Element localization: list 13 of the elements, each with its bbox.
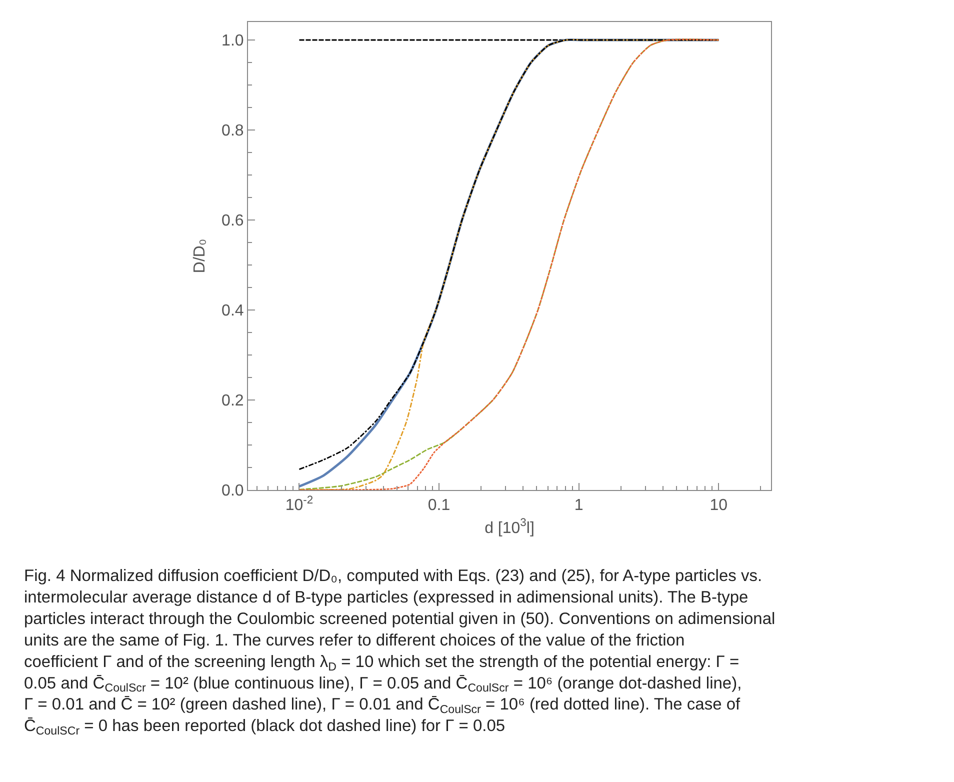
y-tick-label: 0.4	[222, 302, 244, 320]
y-tick-label: 0.8	[222, 122, 244, 140]
text: Fig. 4 Normalized diffusion coefficient D/D₀, computed with Eqs. (23) and (25), for A-type particles vs. intermolecular average distance d of B-type particles (expressed in adimensional units). The B-type particles interact through the Coulombic screened potential given in (50). Conventions on adimensional units are the same of Fig. 1. The curves refer to different choices of the value of the friction coefficient Γ and of the screening length λ$_{D}$ = 10 which set the strength of the potential energy: Γ = 0.05 and C̄$_{CoulScr}$ = 10² (blue continuous line), Γ = 0.05 and C̄$_{CoulScr}$ = 10⁶ (orange dot-dashed line), Γ = 0.01 and C̄ = 10² (green dashed line), Γ = 0.01 and C̄$_{CoulScr}$ = 10⁶ (red dotted line). The case of C̄$_{CoulSCr}$ = 0 has been reported (black dot dashed line) for Γ = 0.05	[24, 567, 776, 738]
x-axis-title: d [10$^{3}$l]	[484, 517, 534, 537]
x-tick-label: 0.1	[428, 497, 450, 514]
y-tick-label: 0.2	[222, 392, 244, 410]
y-tick-label: 1.0	[222, 32, 244, 50]
x-tick-label: 1	[574, 497, 584, 514]
y-axis-title: D/D₀	[191, 238, 208, 274]
y-tick-label: 0.0	[222, 482, 244, 500]
y-tick-label: 0.6	[222, 212, 244, 230]
x-tick-label: 10$^{-2}$	[285, 494, 314, 514]
x-tick-label: 10	[710, 497, 728, 514]
